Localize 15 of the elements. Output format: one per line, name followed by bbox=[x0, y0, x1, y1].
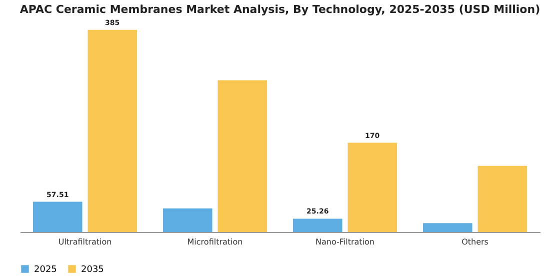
bar bbox=[293, 218, 342, 232]
legend-label: 2025 bbox=[34, 265, 57, 275]
x-tick-label: Ultrafiltration bbox=[58, 238, 112, 246]
x-tick-label: Others bbox=[462, 238, 488, 246]
bar bbox=[88, 30, 137, 232]
legend-label: 2035 bbox=[81, 265, 104, 275]
x-tick-label: Nano-Filtration bbox=[315, 238, 375, 246]
bar bbox=[423, 223, 472, 232]
chart-title: APAC Ceramic Membranes Market Analysis, By Technology, 2025-2035 (USD Million) bbox=[20, 2, 540, 16]
bar bbox=[218, 80, 267, 232]
bar bbox=[33, 202, 82, 232]
bar bbox=[348, 142, 397, 232]
bar bbox=[163, 208, 212, 232]
bar bbox=[478, 166, 527, 232]
x-tick-label: Microfiltration bbox=[187, 238, 243, 246]
